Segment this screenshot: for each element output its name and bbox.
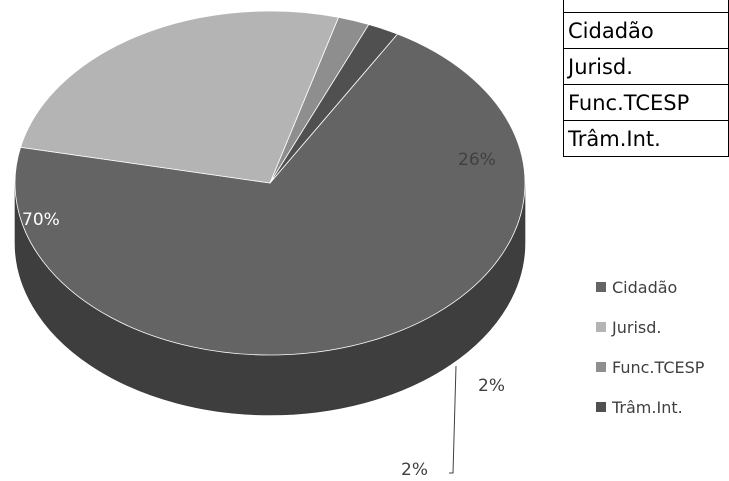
chart-legend: Cidadão Jurisd. Func.TCESP Trâm.Int. bbox=[596, 278, 705, 417]
data-label-1: 26% bbox=[458, 150, 496, 170]
legend-swatch-2 bbox=[596, 362, 606, 372]
pie-data-labels: 70% 26% 2% 2% bbox=[22, 150, 505, 480]
table-cell: Trâm.Int. bbox=[563, 120, 729, 157]
legend-swatch-1 bbox=[596, 322, 606, 332]
table-row: Trâm.Int. bbox=[563, 120, 729, 157]
table-cell bbox=[563, 0, 729, 13]
table-cell: Cidadão bbox=[563, 12, 729, 49]
data-label-3: 2% bbox=[401, 460, 428, 480]
legend-label-3: Trâm.Int. bbox=[611, 398, 683, 417]
table-row: Jurisd. bbox=[563, 48, 729, 85]
pie-slices bbox=[14, 10, 526, 356]
slice-1 bbox=[20, 10, 340, 184]
data-label-2: 2% bbox=[478, 376, 505, 396]
category-table: Cidadão Jurisd. Func.TCESP Trâm.Int. bbox=[563, 0, 729, 157]
legend-swatch-0 bbox=[596, 282, 606, 292]
leader-line bbox=[449, 365, 457, 474]
table-row bbox=[563, 0, 729, 13]
slice-0 bbox=[14, 33, 526, 356]
table-row: Func.TCESP bbox=[563, 84, 729, 121]
data-label-0: 70% bbox=[22, 210, 60, 230]
table-row: Cidadão bbox=[563, 12, 729, 49]
slice-3 bbox=[269, 23, 399, 184]
legend-label-1: Jurisd. bbox=[611, 318, 661, 337]
legend-label-2: Func.TCESP bbox=[612, 358, 705, 377]
legend-label-0: Cidadão bbox=[612, 278, 677, 297]
table-cell: Jurisd. bbox=[563, 48, 729, 85]
legend-swatch-3 bbox=[596, 402, 606, 412]
table-cell: Func.TCESP bbox=[563, 84, 729, 121]
